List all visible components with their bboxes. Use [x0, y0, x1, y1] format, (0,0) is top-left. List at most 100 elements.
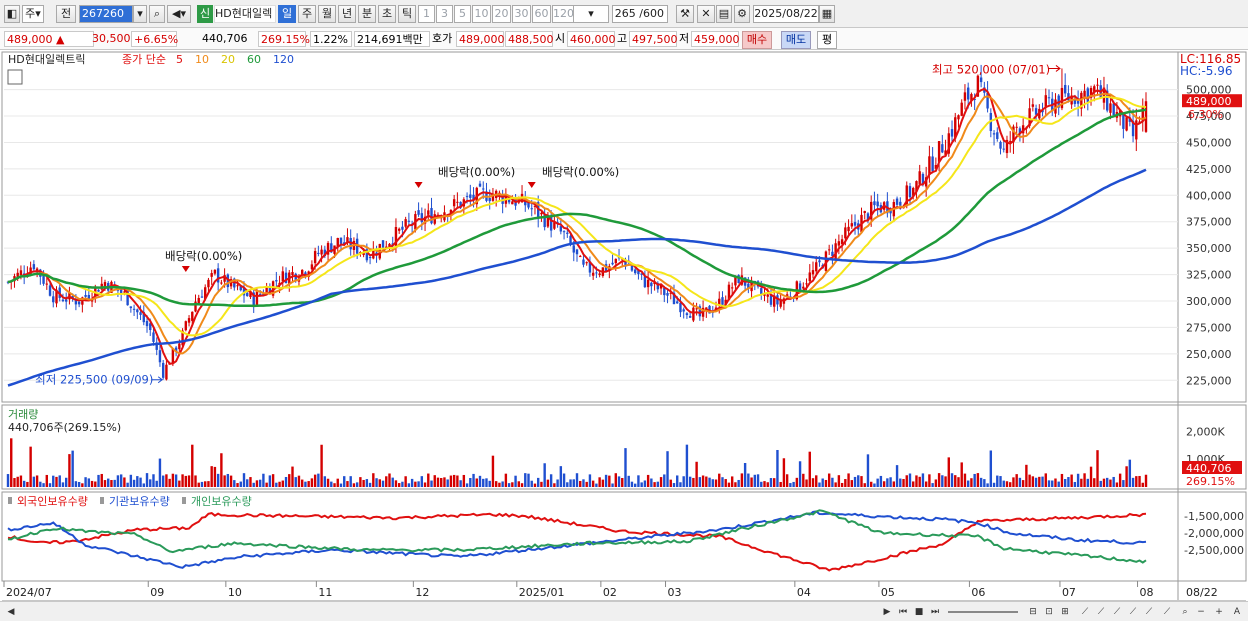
volume-bar [669, 479, 672, 487]
volume-bar [26, 481, 29, 487]
stop-icon[interactable]: ■ [914, 607, 924, 617]
gear-icon[interactable]: ⚙ [734, 5, 750, 23]
volume-bar [543, 463, 546, 487]
candle-body [876, 201, 879, 207]
interval-tab-7[interactable]: 120 [552, 5, 574, 23]
volume-bar [530, 480, 533, 487]
search-icon[interactable]: ⌕ [149, 5, 165, 23]
stock-code-input[interactable]: 267260 [79, 5, 133, 23]
candle-body [74, 299, 78, 305]
volume-bar [123, 477, 126, 487]
draw-a-icon[interactable]: ⟋ [1081, 607, 1089, 617]
layout-a-icon[interactable]: ⊟ [1029, 607, 1037, 617]
volume-bar [1028, 474, 1031, 487]
font-size-icon[interactable]: A [1233, 607, 1241, 617]
zoom-search-icon[interactable]: ⌕ [1182, 607, 1188, 617]
x-tick-label: 05 [881, 586, 895, 599]
scroll-right-icon[interactable]: ▶ [883, 607, 891, 617]
draw-d-icon[interactable]: ⟋ [1129, 607, 1137, 617]
volume-bar [352, 483, 356, 487]
candle-body [1021, 125, 1025, 134]
candle-body [61, 299, 65, 302]
layout-c-icon[interactable]: ⊞ [1061, 607, 1069, 617]
volume-bar [300, 479, 304, 487]
chart-scrollbar[interactable]: ◀ ▶ ⏮ ■ ⏭ ⊟ ⊡ ⊞ ⟋ ⟋ ⟋ ⟋ ⟋ ⟋ ⌕ − + A [0, 601, 1248, 621]
volume-bar [200, 481, 204, 487]
volume-bar [1060, 473, 1064, 487]
draw-f-icon[interactable]: ⟋ [1163, 607, 1171, 617]
period-tab-1[interactable]: 주 [298, 5, 316, 23]
interval-tab-6[interactable]: 60 [532, 5, 551, 23]
forward-icon[interactable]: ⏭ [930, 607, 940, 617]
candle-body [142, 312, 145, 323]
period-tab-6[interactable]: 틱 [398, 5, 416, 23]
candle-body [268, 287, 272, 294]
volume-bar [546, 479, 550, 487]
code-dropdown-icon[interactable]: ▾ [133, 5, 147, 23]
interval-tab-2[interactable]: 5 [454, 5, 471, 23]
period-tab-4[interactable]: 분 [358, 5, 376, 23]
candle-body [242, 287, 246, 296]
buy-button[interactable]: 매수 [742, 31, 772, 49]
volume-bar [297, 475, 301, 487]
tool-icon[interactable]: ⚒ [676, 5, 694, 23]
draw-b-icon[interactable]: ⟋ [1097, 607, 1105, 617]
interval-tab-4[interactable]: 20 [492, 5, 511, 23]
candle-body [1125, 117, 1128, 131]
volume-bar [840, 482, 844, 487]
interval-tab-1[interactable]: 3 [436, 5, 453, 23]
volume-bar [730, 476, 734, 487]
candle-body [284, 272, 288, 284]
new-badge[interactable]: 신 [197, 5, 213, 23]
high-arrow [1047, 65, 1061, 72]
scroll-left-icon[interactable]: ◀ [7, 607, 15, 617]
zoom-slider[interactable] [948, 611, 1018, 613]
sell-button[interactable]: 매도 [781, 31, 811, 49]
volume-bar [501, 481, 504, 487]
layout-b-icon[interactable]: ⊡ [1045, 607, 1053, 617]
layout-icon[interactable]: ◧ [4, 5, 20, 23]
save-icon[interactable]: ▤ [716, 5, 732, 23]
prev-button[interactable]: 전 [56, 5, 76, 23]
volume-bar [255, 480, 259, 487]
period-tab-0[interactable]: 일 [278, 5, 296, 23]
volume-bar [291, 466, 294, 487]
interval-tab-5[interactable]: 30 [512, 5, 531, 23]
period-tab-2[interactable]: 월 [318, 5, 336, 23]
zoom-out-icon[interactable]: − [1197, 607, 1205, 617]
candle-body [452, 199, 456, 207]
draw-e-icon[interactable]: ⟋ [1145, 607, 1153, 617]
rewind-icon[interactable]: ⏮ [898, 607, 908, 617]
draw-c-icon[interactable]: ⟋ [1113, 607, 1121, 617]
zoom-in-icon[interactable]: + [1215, 607, 1223, 617]
period-main-select[interactable]: 주▾ [22, 5, 44, 23]
date-input[interactable]: 2025/08/22 [753, 5, 819, 23]
candle-body [482, 188, 485, 190]
interval-dropdown[interactable]: ▾ [573, 5, 609, 23]
volume-bar [362, 479, 365, 487]
calendar-icon[interactable]: ▦ [819, 5, 835, 23]
candle-body [724, 299, 727, 305]
holdings-lines [7, 509, 1147, 572]
candle-body [103, 282, 107, 287]
stock-chart[interactable]: 500,000 475,000 450,000 425,000 400,000 375,0… [0, 50, 1248, 601]
candle-body [999, 141, 1002, 149]
crosshair-icon[interactable]: ✕ [697, 5, 715, 23]
interval-tab-3[interactable]: 10 [472, 5, 491, 23]
count-display[interactable]: 265 /600 [612, 5, 668, 23]
volume-bar [537, 477, 540, 487]
low-arrow [151, 376, 164, 384]
period-tab-3[interactable]: 년 [338, 5, 356, 23]
candle-body [430, 208, 433, 224]
volume-bar [13, 478, 16, 487]
candle-body [126, 288, 129, 306]
pin-button[interactable]: 평 [817, 31, 837, 49]
period-tab-5[interactable]: 초 [378, 5, 396, 23]
volume-bar [71, 450, 74, 487]
speaker-icon[interactable]: ◀▾ [167, 5, 191, 23]
candle-body [456, 201, 459, 203]
volume-bar [355, 482, 359, 487]
candle-body [45, 283, 48, 285]
candle-body [869, 201, 873, 220]
interval-tab-0[interactable]: 1 [418, 5, 435, 23]
